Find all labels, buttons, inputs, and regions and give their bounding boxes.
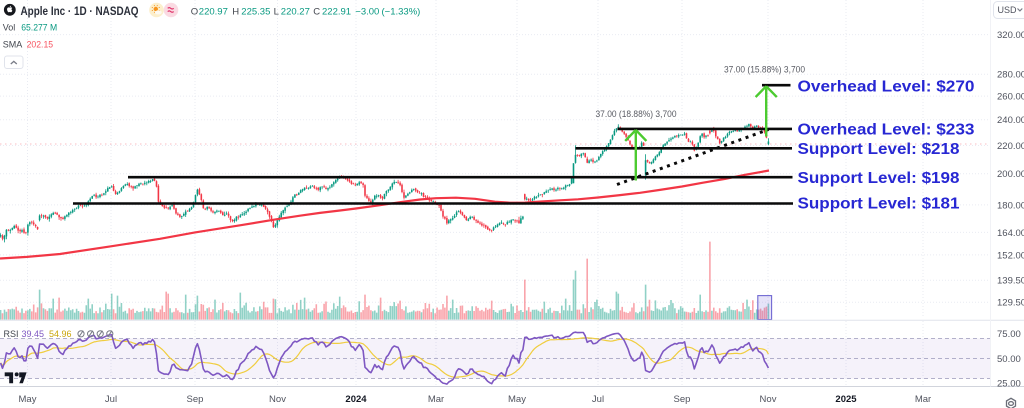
svg-text:Mar: Mar: [915, 394, 931, 405]
svg-text:Sep: Sep: [674, 394, 691, 405]
svg-text:260.00: 260.00: [997, 92, 1024, 103]
svg-text:37.00 (18.88%) 3,700: 37.00 (18.88%) 3,700: [596, 109, 677, 119]
svg-text:Overhead Level: $270: Overhead Level: $270: [798, 79, 975, 96]
svg-text:Nov: Nov: [760, 394, 777, 405]
svg-text:May: May: [508, 394, 526, 405]
svg-text:2024: 2024: [345, 394, 367, 405]
svg-text:220.00: 220.00: [997, 141, 1024, 152]
svg-text:Overhead Level: $233: Overhead Level: $233: [798, 122, 975, 139]
svg-text:(−1.33%): (−1.33%): [382, 7, 421, 18]
svg-text:225.35: 225.35: [241, 7, 270, 18]
svg-text:25.00: 25.00: [997, 379, 1021, 390]
svg-text:220.27: 220.27: [281, 7, 310, 18]
svg-text:Support Level: $181: Support Level: $181: [798, 196, 960, 213]
svg-text:Nov: Nov: [269, 394, 286, 405]
svg-text:152.00: 152.00: [997, 250, 1024, 261]
svg-text:Support Level: $218: Support Level: $218: [798, 141, 960, 158]
svg-text:C: C: [313, 7, 320, 18]
svg-text:L: L: [274, 7, 279, 18]
svg-text:Jul: Jul: [592, 394, 604, 405]
svg-text:39.45: 39.45: [22, 329, 45, 339]
svg-text:200.00: 200.00: [997, 169, 1024, 180]
svg-text:Support Level: $198: Support Level: $198: [798, 170, 960, 187]
svg-text:May: May: [19, 394, 37, 405]
svg-text:164.00: 164.00: [997, 228, 1024, 239]
svg-text:54.96: 54.96: [49, 329, 72, 339]
svg-text:−3.00: −3.00: [355, 7, 379, 18]
svg-text:37.00 (15.88%) 3,700: 37.00 (15.88%) 3,700: [724, 65, 805, 75]
svg-text:2025: 2025: [835, 394, 857, 405]
svg-text:Mar: Mar: [428, 394, 444, 405]
svg-text:O: O: [191, 7, 198, 18]
svg-text:H: H: [232, 7, 239, 18]
svg-text:Vol: Vol: [3, 22, 16, 32]
svg-text:180.00: 180.00: [997, 200, 1024, 211]
svg-text:50.00: 50.00: [997, 354, 1021, 365]
svg-text:75.00: 75.00: [997, 329, 1021, 340]
svg-text:65.277 M: 65.277 M: [21, 22, 57, 32]
svg-text:240.00: 240.00: [997, 115, 1024, 126]
svg-text:Jul: Jul: [105, 394, 117, 405]
svg-text:280.00: 280.00: [997, 70, 1024, 81]
svg-text:SMA: SMA: [3, 40, 23, 50]
svg-text:202.15: 202.15: [27, 40, 53, 50]
svg-text:Apple Inc · 1D · NASDAQ: Apple Inc · 1D · NASDAQ: [21, 4, 139, 18]
svg-text:RSI: RSI: [4, 329, 19, 339]
svg-text:220.97: 220.97: [199, 7, 228, 18]
svg-text:Sep: Sep: [187, 394, 204, 405]
svg-text:222.91: 222.91: [322, 7, 351, 18]
svg-text:320.00: 320.00: [997, 30, 1024, 41]
svg-text:139.50: 139.50: [997, 276, 1024, 287]
svg-text:129.50: 129.50: [997, 298, 1024, 309]
svg-text:USD: USD: [998, 5, 1018, 15]
